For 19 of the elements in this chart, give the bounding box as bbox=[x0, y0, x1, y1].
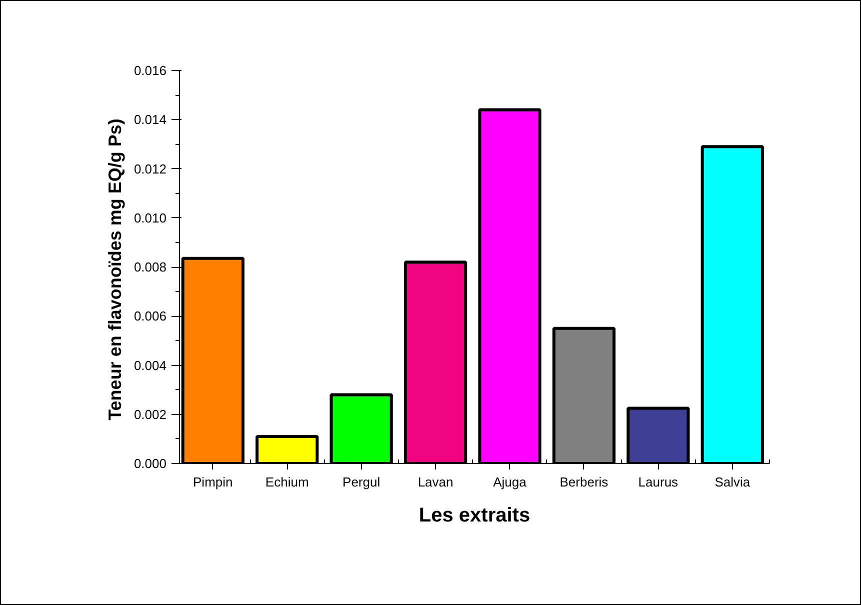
y-tick-label: 0.010 bbox=[134, 210, 167, 226]
x-tick-label: Salvia bbox=[714, 474, 751, 490]
y-tick-label: 0.012 bbox=[134, 161, 167, 176]
y-tick-label: 0.014 bbox=[134, 112, 167, 128]
x-tick-label: Berberis bbox=[560, 474, 609, 490]
x-tick-label: Lavan bbox=[418, 474, 454, 490]
y-tick-label: 0.002 bbox=[134, 406, 167, 422]
x-tick-label: Laurus bbox=[638, 474, 679, 490]
x-tick-label: Pergul bbox=[342, 474, 380, 490]
y-axis-title: Teneur en flavonoïdes mg EQ/g Ps) bbox=[104, 118, 125, 420]
y-tick-label: 0.008 bbox=[134, 260, 167, 274]
x-tick-label: Ajuga bbox=[493, 474, 528, 490]
x-axis-title: Les extraits bbox=[418, 504, 530, 526]
y-tick-label: 0.006 bbox=[134, 308, 167, 324]
y-tick-label: 0.004 bbox=[134, 358, 167, 373]
y-tick-label: 0.016 bbox=[134, 63, 167, 78]
y-tick-label: 0.000 bbox=[134, 456, 167, 471]
x-tick-label: Pimpin bbox=[193, 474, 233, 490]
x-tick-label: Echium bbox=[265, 474, 309, 490]
